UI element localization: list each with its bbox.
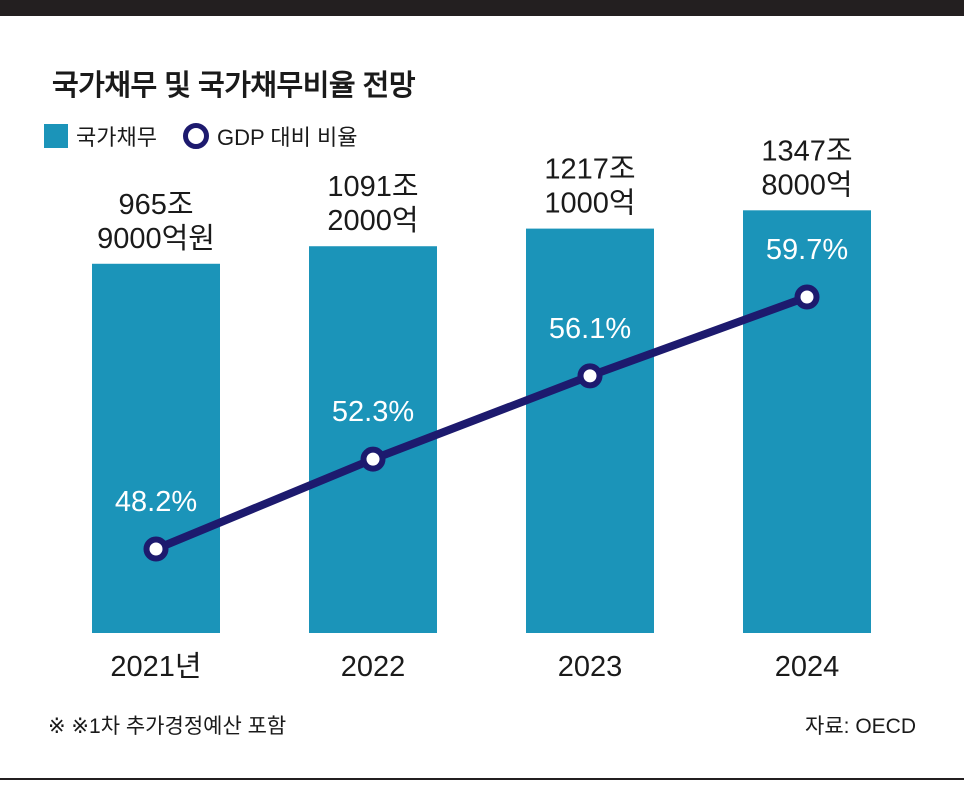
bar (743, 210, 871, 634)
ratio-value-label: 56.1% (549, 313, 631, 345)
top-border (0, 0, 964, 16)
ratio-point (794, 284, 820, 310)
bar-value-label: 2000억 (327, 205, 418, 237)
source-label: 자료: OECD (805, 715, 916, 738)
bottom-border (0, 778, 964, 780)
ratio-value-label: 48.2% (115, 486, 197, 518)
ratio-point (360, 446, 386, 472)
bar-value-label: 1091조 (327, 171, 418, 203)
bar-value-label: 1000억 (544, 188, 635, 220)
legend-bar-swatch (44, 124, 68, 148)
bar-value-label: 9000억원 (97, 223, 215, 255)
bar (526, 228, 654, 633)
x-axis-tick-label: 2021년 (110, 651, 201, 683)
x-axis-tick-label: 2023 (558, 651, 623, 683)
bar (92, 263, 220, 633)
ratio-value-label: 59.7% (766, 234, 848, 266)
chart-title: 국가채무 및 국가채무비율 전망 (52, 70, 416, 102)
legend: 국가채무 GDP 대비 비율 (44, 122, 357, 150)
legend-line-label: GDP 대비 비율 (216, 125, 358, 150)
ratio-line (154, 293, 809, 553)
bar-value-label: 1217조 (544, 154, 635, 186)
footnote: ※ ※1차 추가경정예산 포함 (48, 715, 287, 738)
x-axis-tick-label: 2022 (341, 651, 406, 683)
x-axis-tick-label: 2024 (775, 651, 840, 683)
bar-value-label: 8000억 (761, 169, 852, 201)
ratio-point (143, 536, 169, 562)
legend-line-swatch (182, 123, 209, 149)
bar-value-label: 965조 (118, 189, 193, 221)
bar-value-label: 1347조 (761, 135, 852, 167)
ratio-point (577, 363, 603, 389)
ratio-value-label: 52.3% (332, 396, 414, 428)
legend-bar-label: 국가채무 (76, 125, 157, 150)
